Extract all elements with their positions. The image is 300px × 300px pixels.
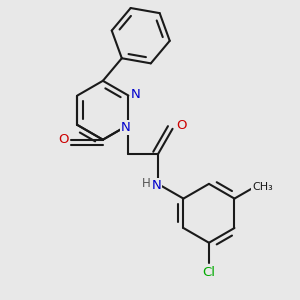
- Text: N: N: [152, 179, 161, 192]
- Text: H: H: [142, 177, 150, 190]
- Text: N: N: [131, 88, 141, 100]
- Text: N: N: [121, 122, 130, 134]
- Text: CH₃: CH₃: [252, 182, 273, 192]
- Text: Cl: Cl: [202, 266, 215, 279]
- Text: O: O: [58, 133, 68, 146]
- Text: O: O: [176, 119, 187, 132]
